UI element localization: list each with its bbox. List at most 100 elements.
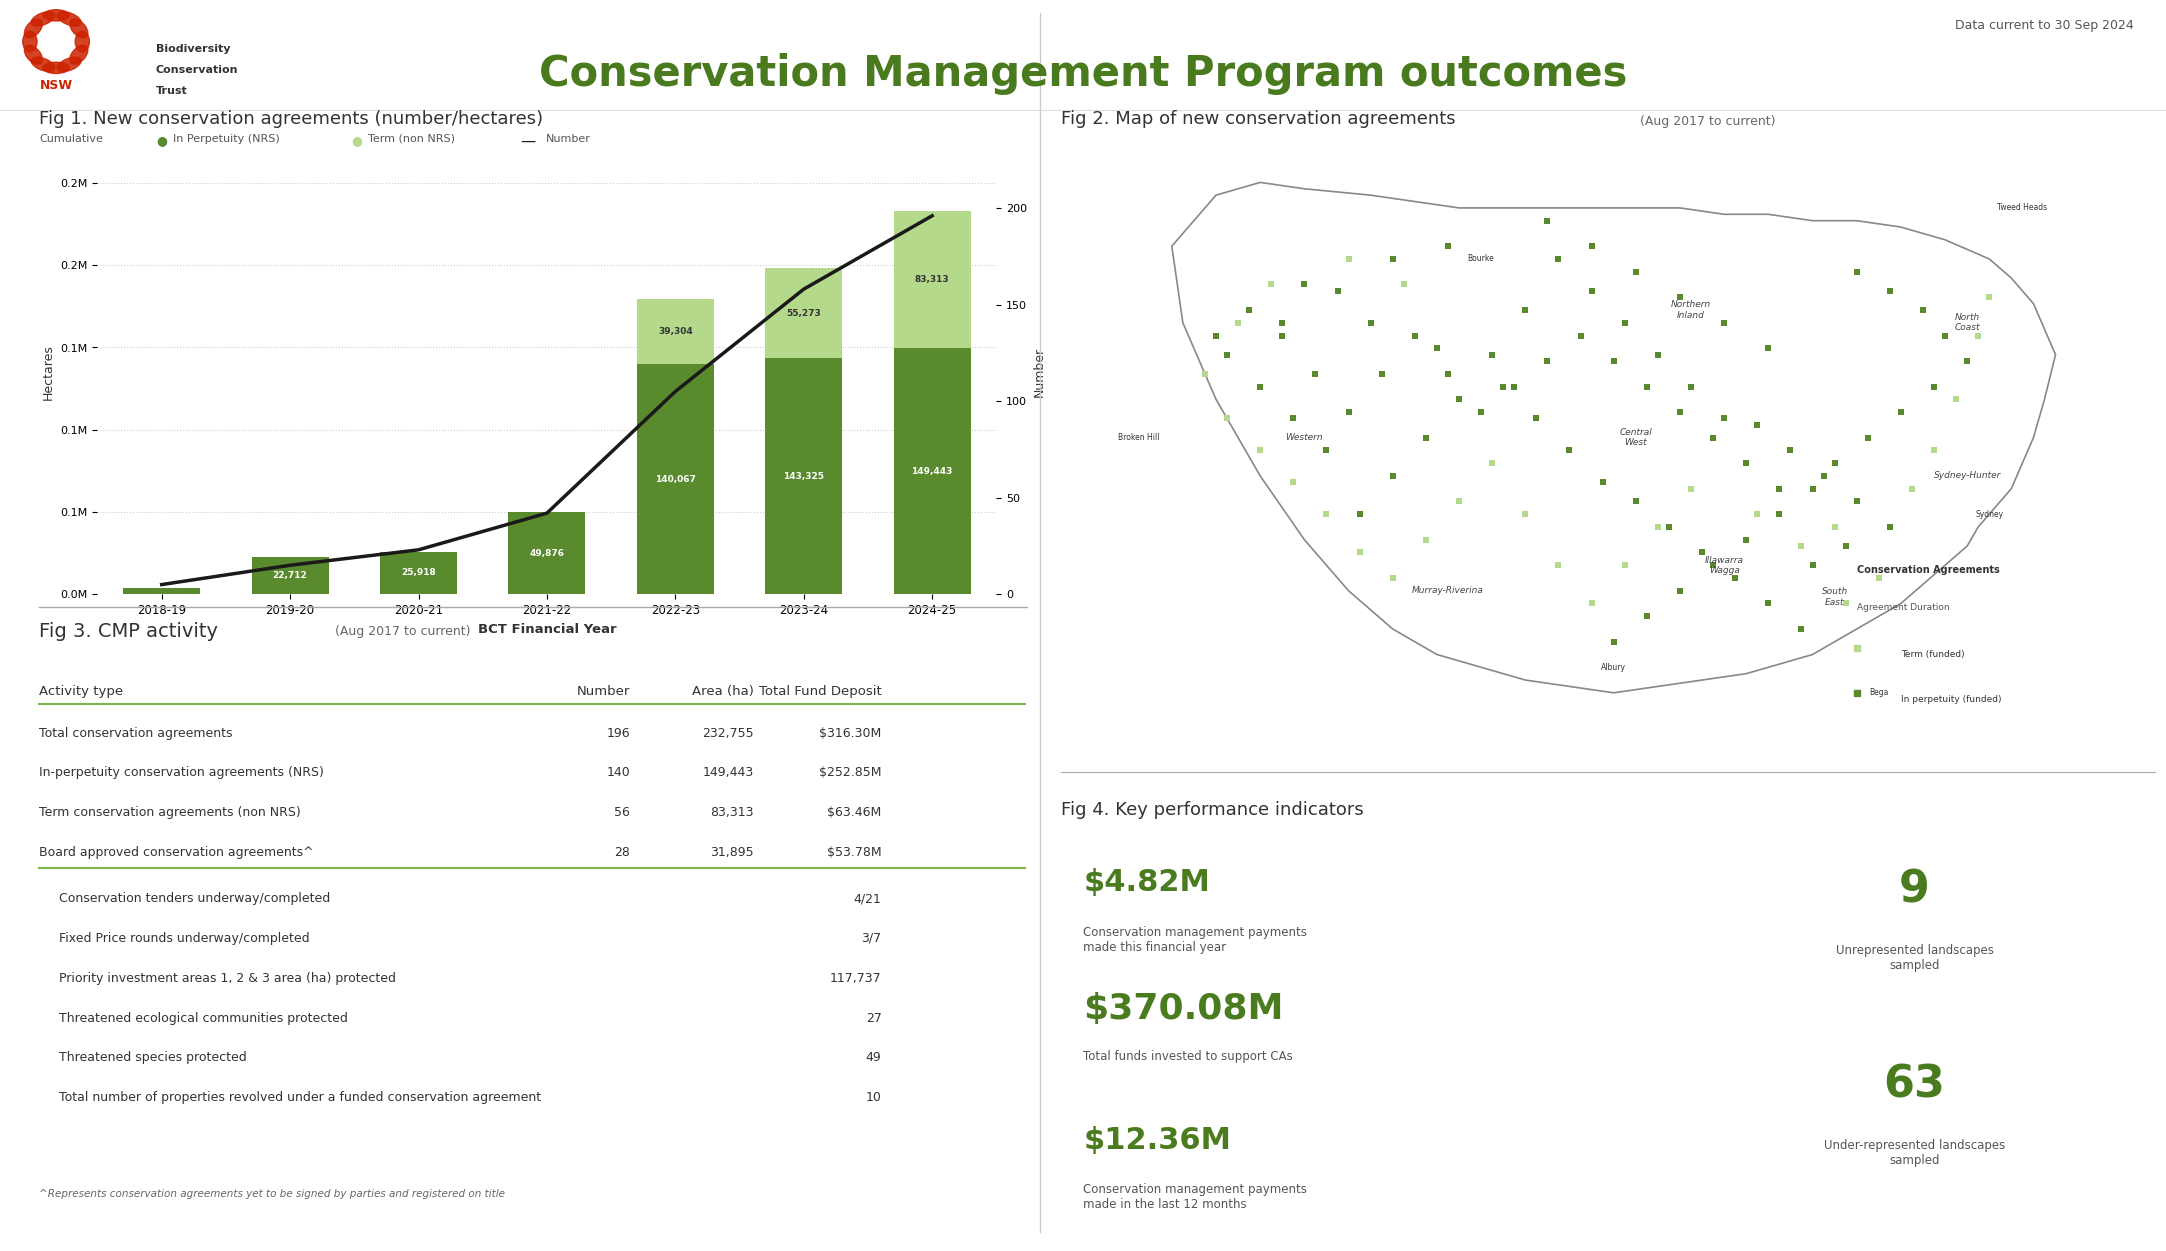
Text: Western: Western bbox=[1287, 433, 1323, 442]
Text: Total Fund Deposit: Total Fund Deposit bbox=[758, 684, 882, 698]
Bar bbox=[895, 211, 970, 349]
Text: Number: Number bbox=[546, 134, 591, 144]
Text: Term (funded): Term (funded) bbox=[1902, 651, 1965, 659]
Text: 83,313: 83,313 bbox=[914, 275, 949, 284]
Text: $53.78M: $53.78M bbox=[827, 846, 882, 859]
Ellipse shape bbox=[69, 19, 89, 38]
Text: 117,737: 117,737 bbox=[830, 972, 882, 985]
Text: Conservation management payments
made this financial year: Conservation management payments made th… bbox=[1083, 926, 1306, 953]
Text: $252.85M: $252.85M bbox=[819, 767, 882, 779]
Text: Unrepresented landscapes
sampled: Unrepresented landscapes sampled bbox=[1835, 943, 1993, 972]
Polygon shape bbox=[1172, 183, 2056, 693]
Text: Term (non NRS): Term (non NRS) bbox=[368, 134, 455, 144]
Text: North
Coast: North Coast bbox=[1954, 313, 1980, 333]
Text: 31,895: 31,895 bbox=[710, 846, 754, 859]
Text: 27: 27 bbox=[866, 1012, 882, 1025]
Text: $316.30M: $316.30M bbox=[819, 727, 882, 739]
Text: Activity type: Activity type bbox=[39, 684, 123, 698]
Text: Northern
Inland: Northern Inland bbox=[1670, 300, 1711, 320]
Text: Fig 1. New conservation agreements (number/hectares): Fig 1. New conservation agreements (numb… bbox=[39, 110, 544, 128]
Text: Broken Hill: Broken Hill bbox=[1118, 433, 1159, 442]
Text: ●: ● bbox=[156, 134, 167, 146]
Text: 39,304: 39,304 bbox=[658, 327, 693, 337]
Text: 149,443: 149,443 bbox=[702, 767, 754, 779]
Text: Conservation Agreements: Conservation Agreements bbox=[1856, 565, 1999, 575]
Text: Total funds invested to support CAs: Total funds invested to support CAs bbox=[1083, 1050, 1293, 1063]
Text: Bega: Bega bbox=[1869, 688, 1889, 697]
Bar bbox=[637, 364, 715, 594]
Bar bbox=[251, 557, 329, 594]
Text: Threatened ecological communities protected: Threatened ecological communities protec… bbox=[58, 1012, 347, 1025]
Text: 49,876: 49,876 bbox=[529, 549, 565, 558]
X-axis label: BCT Financial Year: BCT Financial Year bbox=[477, 623, 617, 636]
Text: 49: 49 bbox=[866, 1051, 882, 1065]
Text: 56: 56 bbox=[615, 806, 630, 819]
Text: (Aug 2017 to current): (Aug 2017 to current) bbox=[1640, 115, 1776, 128]
Text: Tweed Heads: Tweed Heads bbox=[1997, 204, 2047, 213]
Text: 83,313: 83,313 bbox=[710, 806, 754, 819]
Text: $4.82M: $4.82M bbox=[1083, 868, 1211, 897]
Text: 63: 63 bbox=[1884, 1063, 1945, 1106]
Text: 140: 140 bbox=[606, 767, 630, 779]
Text: Fixed Price rounds underway/completed: Fixed Price rounds underway/completed bbox=[58, 932, 310, 945]
Text: Number: Number bbox=[576, 684, 630, 698]
Text: 140,067: 140,067 bbox=[654, 474, 695, 484]
Y-axis label: Hectares: Hectares bbox=[41, 344, 54, 400]
Text: 9: 9 bbox=[1900, 868, 1930, 911]
Text: NSW: NSW bbox=[39, 79, 74, 93]
Bar bbox=[509, 512, 585, 594]
Y-axis label: Number: Number bbox=[1033, 347, 1046, 398]
Text: 143,325: 143,325 bbox=[784, 472, 825, 480]
Text: 3/7: 3/7 bbox=[862, 932, 882, 945]
Text: $12.36M: $12.36M bbox=[1083, 1126, 1230, 1155]
Text: 10: 10 bbox=[866, 1091, 882, 1105]
Bar bbox=[895, 349, 970, 594]
Text: Data current to 30 Sep 2024: Data current to 30 Sep 2024 bbox=[1954, 19, 2134, 31]
Text: Under-represented landscapes
sampled: Under-represented landscapes sampled bbox=[1824, 1138, 2006, 1167]
Text: 149,443: 149,443 bbox=[912, 467, 953, 475]
Text: Albury: Albury bbox=[1601, 663, 1627, 672]
Text: Total conservation agreements: Total conservation agreements bbox=[39, 727, 232, 739]
Text: Threatened species protected: Threatened species protected bbox=[58, 1051, 247, 1065]
Text: $370.08M: $370.08M bbox=[1083, 992, 1284, 1026]
Text: Fig 3. CMP activity: Fig 3. CMP activity bbox=[39, 622, 219, 642]
Ellipse shape bbox=[22, 31, 37, 53]
Ellipse shape bbox=[43, 63, 69, 74]
Text: Conservation management payments
made in the last 12 months: Conservation management payments made in… bbox=[1083, 1183, 1306, 1211]
Text: Trust: Trust bbox=[156, 86, 188, 96]
Ellipse shape bbox=[30, 11, 54, 26]
Text: 28: 28 bbox=[615, 846, 630, 859]
Text: —: — bbox=[520, 134, 535, 149]
Text: Bourke: Bourke bbox=[1469, 254, 1495, 264]
Text: Sydney-Hunter: Sydney-Hunter bbox=[1934, 472, 2001, 480]
Text: ^Represents conservation agreements yet to be signed by parties and registered o: ^Represents conservation agreements yet … bbox=[39, 1190, 505, 1200]
Text: In-perpetuity conservation agreements (NRS): In-perpetuity conservation agreements (N… bbox=[39, 767, 325, 779]
Text: 232,755: 232,755 bbox=[702, 727, 754, 739]
Text: Central
West: Central West bbox=[1620, 428, 1653, 448]
Bar bbox=[379, 552, 457, 594]
Ellipse shape bbox=[24, 19, 43, 38]
Text: (Aug 2017 to current): (Aug 2017 to current) bbox=[334, 626, 470, 638]
Ellipse shape bbox=[76, 31, 89, 53]
Text: In perpetuity (funded): In perpetuity (funded) bbox=[1902, 694, 2001, 703]
Text: 4/21: 4/21 bbox=[853, 892, 882, 904]
Text: 196: 196 bbox=[606, 727, 630, 739]
Text: 55,273: 55,273 bbox=[786, 309, 821, 318]
Text: Illawarra
Wagga: Illawarra Wagga bbox=[1705, 555, 1744, 575]
Text: Biodiversity: Biodiversity bbox=[156, 44, 230, 54]
Text: Conservation Management Program outcomes: Conservation Management Program outcomes bbox=[539, 53, 1627, 95]
Ellipse shape bbox=[56, 58, 80, 71]
Text: ●: ● bbox=[351, 134, 362, 146]
Ellipse shape bbox=[69, 45, 89, 64]
Ellipse shape bbox=[56, 11, 80, 26]
Bar bbox=[765, 268, 843, 359]
Text: 22,712: 22,712 bbox=[273, 570, 308, 580]
Text: Murray-Riverina: Murray-Riverina bbox=[1412, 587, 1484, 595]
Text: Conservation tenders underway/completed: Conservation tenders underway/completed bbox=[58, 892, 329, 904]
Ellipse shape bbox=[24, 45, 43, 64]
Text: South
East: South East bbox=[1822, 588, 1848, 607]
Bar bbox=[637, 299, 715, 364]
Text: Conservation: Conservation bbox=[156, 65, 238, 75]
Ellipse shape bbox=[30, 58, 54, 71]
Bar bbox=[765, 359, 843, 594]
